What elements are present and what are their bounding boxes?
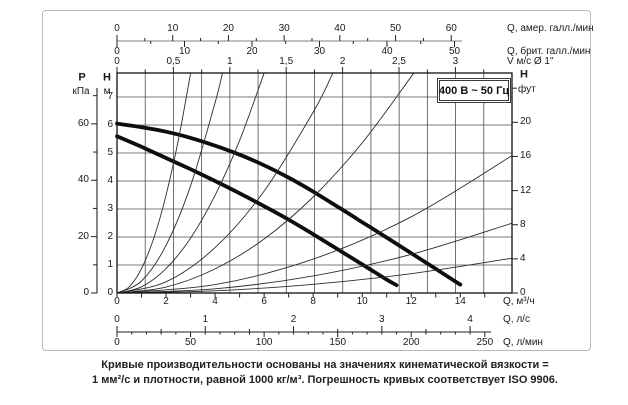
axis-tick-label: 7 — [107, 91, 113, 102]
axis-tick-label: 50 — [389, 23, 402, 34]
axis-tick-label: 16 — [520, 150, 532, 162]
axis-tick-label: 1 — [202, 314, 209, 325]
axis-tick-label: 2 — [290, 314, 297, 325]
axis-tick-label: 0 — [114, 337, 120, 348]
axis-tick-label: 12 — [520, 184, 532, 196]
axis-tick-label: 4 — [212, 296, 218, 307]
axis-tick-label: 0 — [520, 287, 526, 298]
axis-tick-label: 1,5 — [279, 56, 294, 67]
chart-frame — [42, 10, 591, 351]
axis-tick-label: 0 — [114, 23, 120, 34]
axis-unit-label: Q, амер. галл./мин — [507, 23, 594, 34]
axis-tick-label: 60 — [445, 23, 457, 34]
axis-title: м — [103, 86, 111, 97]
axis-tick-label: 100 — [255, 337, 273, 348]
axis-title: фут — [518, 84, 536, 95]
axis-tick-label: 30 — [278, 23, 290, 34]
axis-tick-label: 2,5 — [392, 56, 406, 67]
axis-tick-label: 0 — [107, 287, 113, 298]
axis-tick-label: 14 — [454, 296, 466, 307]
axis-tick-label: 10 — [178, 46, 191, 57]
axis-tick-label: 4 — [520, 252, 526, 264]
axis-tick-label: 0 — [114, 46, 120, 57]
pump-curve-speed-high — [115, 121, 463, 287]
axis-tick-label: 20 — [77, 230, 89, 242]
axis-title: P — [78, 71, 86, 84]
axis-tick-label: 150 — [329, 337, 347, 348]
axis-tick-label: 4 — [467, 314, 473, 325]
axis-tick-label: 200 — [402, 337, 420, 348]
axis-tick-label: 10 — [356, 296, 368, 307]
axis-tick-label: 4 — [107, 175, 113, 186]
axis-tick-label: 3 — [107, 203, 113, 214]
axis-tick-label: 20 — [246, 46, 258, 57]
axis-tick-label: 40 — [77, 174, 89, 186]
axis-tick-label: 5 — [107, 147, 113, 158]
system-curve-7 — [116, 222, 513, 294]
axis-title: H — [520, 68, 528, 81]
power-rating-label: 400 В ~ 50 Гц — [439, 80, 509, 101]
axis-unit-label: Q, л/с — [503, 314, 530, 325]
axis-title: H — [103, 71, 111, 84]
axis-tick-label: 0 — [83, 287, 89, 298]
axis-tick-label: 8 — [520, 218, 526, 230]
axis-tick-label: 0 — [114, 56, 120, 67]
axis-tick-label: 0,5 — [166, 56, 181, 67]
power-rating-badge: 400 В ~ 50 Гц — [437, 78, 511, 103]
axis-tick-label: 40 — [381, 46, 393, 57]
axis-tick-label: 1 — [227, 56, 233, 67]
axis-tick-label: 50 — [184, 337, 197, 348]
caption-line-1: Кривые производительности основаны на зн… — [101, 359, 549, 371]
axis-tick-label: 0 — [114, 314, 120, 325]
axis-title: кПа — [72, 86, 90, 97]
axis-tick-label: 20 — [520, 116, 532, 128]
axis-tick-label: 0 — [114, 296, 120, 307]
axis-tick-label: 3 — [379, 314, 385, 325]
axis-tick-label: 20 — [222, 23, 234, 34]
pump-curve-speed-low — [115, 134, 399, 288]
axis-tick-label: 60 — [77, 117, 89, 129]
axis-tick-label: 6 — [261, 296, 267, 307]
axis-tick-label: 30 — [313, 46, 326, 57]
axis-tick-label: 6 — [107, 119, 113, 130]
system-curve-5 — [116, 72, 415, 294]
system-curve-4 — [116, 72, 334, 294]
axis-tick-label: 12 — [405, 296, 417, 307]
caption-line-2: 1 мм²/с и плотности, равной 1000 кг/м³. … — [92, 373, 558, 386]
axis-tick-label: 50 — [448, 46, 461, 57]
axis-tick-label: 10 — [167, 23, 179, 34]
axis-tick-label: 3 — [452, 56, 459, 67]
axis-tick-label: 250 — [476, 337, 494, 348]
axis-tick-label: 2 — [107, 231, 113, 242]
axis-tick-label: 40 — [334, 23, 346, 34]
system-curve-1 — [116, 72, 192, 294]
axis-unit-label: V м/с Ø 1" — [507, 56, 554, 67]
system-curve-8 — [116, 257, 513, 294]
axis-tick-label: 1 — [107, 259, 113, 270]
axis-unit-label: Q, брит. галл./мин — [507, 46, 591, 57]
system-curve-6 — [116, 155, 513, 294]
axis-tick-label: 8 — [310, 296, 316, 307]
axis-tick-label: 2 — [339, 56, 346, 67]
axis-tick-label: 2 — [163, 296, 169, 307]
axis-unit-label: Q, м³/ч — [503, 296, 535, 307]
caption: Кривые производительности основаны на зн… — [22, 358, 628, 388]
system-curve-2 — [116, 72, 223, 294]
axis-unit-label: Q, л/мин — [503, 337, 543, 348]
system-curve-3 — [116, 72, 265, 294]
